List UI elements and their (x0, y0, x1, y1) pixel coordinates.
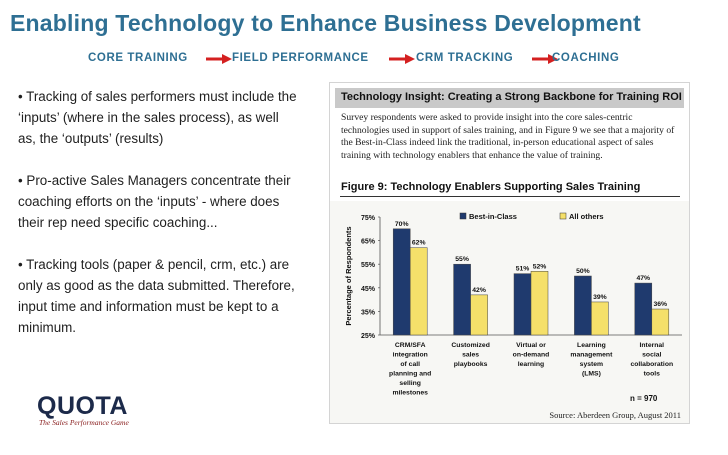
x-tick-label: collaboration (630, 361, 673, 368)
y-tick-label: 45% (361, 286, 376, 293)
insight-heading-bar: Technology Insight: Creating a Strong Ba… (335, 88, 684, 108)
page-title: Enabling Technology to Enhance Business … (10, 10, 641, 36)
bar (392, 228, 411, 336)
x-tick-label: Learning (577, 342, 606, 349)
x-tick-label: system (580, 361, 603, 368)
logo-tagline: The Sales Performance Game (39, 418, 129, 427)
process-nav: CORE TRAINING FIELD PERFORMANCE CRM TRAC… (0, 52, 728, 68)
bar-value-label: 62% (412, 240, 426, 247)
bar (651, 308, 670, 336)
legend-label: Best-in-Class (469, 212, 517, 221)
x-tick-label: (LMS) (582, 371, 601, 378)
x-tick-label: tools (644, 371, 660, 378)
bar-value-label: 39% (593, 294, 607, 301)
x-tick-label: on-demand (513, 352, 550, 359)
nav-step-core-training: CORE TRAINING (88, 52, 188, 64)
x-tick-label: sales (462, 352, 479, 359)
bar-value-label: 70% (395, 221, 409, 228)
x-tick-label: playbooks (454, 361, 488, 368)
x-tick-label: Virtual or (516, 342, 546, 349)
legend-swatch (559, 212, 567, 220)
x-tick-label: CRM/SFA (395, 342, 426, 349)
y-axis-label: Percentage of Respondents (344, 226, 353, 325)
bullet-item: • Tracking tools (paper & pencil, crm, e… (18, 257, 295, 335)
x-tick-label: Internal (640, 342, 665, 349)
insight-heading: Technology Insight: Creating a Strong Ba… (341, 91, 682, 103)
x-tick-label: Customized (451, 342, 490, 349)
bar (591, 301, 609, 336)
y-tick-label: 65% (361, 239, 376, 246)
nav-step-field-performance: FIELD PERFORMANCE (232, 52, 369, 64)
x-tick-label: social (642, 352, 661, 359)
nav-step-coaching: COACHING (552, 52, 620, 64)
y-tick-label: 55% (361, 262, 376, 269)
bullet-list: • Tracking of sales performers must incl… (18, 86, 298, 359)
x-tick-label: management (570, 352, 613, 359)
logo-word: QUOTA (37, 392, 128, 420)
bar-value-label: 55% (455, 256, 469, 263)
red-arrow-icon (389, 54, 415, 64)
red-arrow-icon (206, 54, 232, 64)
bar-value-label: 36% (653, 301, 667, 308)
x-tick-label: milestones (392, 390, 428, 397)
bar-value-label: 50% (576, 268, 590, 275)
legend-swatch (459, 212, 467, 220)
y-tick-label: 25% (361, 333, 376, 340)
bar (470, 294, 488, 336)
bar-value-label: 42% (472, 287, 486, 294)
x-tick-label: learning (518, 361, 544, 368)
bar (574, 275, 592, 336)
bar (453, 263, 471, 336)
bar (634, 282, 653, 336)
x-tick-label: planning and (389, 371, 431, 378)
bar-chart: Percentage of Respondents 75% 65% 55% 45% 35%… (344, 212, 682, 397)
x-tick-label: of call (400, 361, 420, 368)
y-tick-label: 75% (361, 215, 376, 222)
red-arrow-icon (532, 54, 558, 64)
divider (340, 196, 680, 197)
bar-value-label: 51% (516, 266, 530, 273)
bullet-item: • Pro-active Sales Managers concentrate … (18, 173, 291, 230)
figure-title: Figure 9: Technology Enablers Supporting… (341, 181, 641, 193)
legend-label: All others (569, 212, 604, 221)
bar (530, 271, 549, 336)
bar-value-label: 47% (636, 275, 650, 282)
quota-logo: QUOTA The Sales Performance Game (37, 392, 129, 427)
bar (409, 247, 428, 336)
report-excerpt: Technology Insight: Creating a Strong Ba… (329, 82, 690, 424)
source-note: Source: Aberdeen Group, August 2011 (549, 410, 681, 420)
bar (513, 273, 532, 336)
sample-size-note: n = 970 (630, 394, 658, 403)
y-tick-label: 35% (361, 309, 376, 316)
bar-value-label: 52% (533, 263, 547, 270)
nav-step-crm-tracking: CRM TRACKING (416, 52, 514, 64)
chart-area: Percentage of Respondents 75% 65% 55% 45% 35%… (330, 201, 689, 423)
insight-body: Survey respondents were asked to provide… (341, 112, 675, 161)
x-tick-label: selling (399, 380, 421, 387)
bullet-item: • Tracking of sales performers must incl… (18, 89, 297, 146)
x-tick-label: integration (393, 352, 428, 359)
